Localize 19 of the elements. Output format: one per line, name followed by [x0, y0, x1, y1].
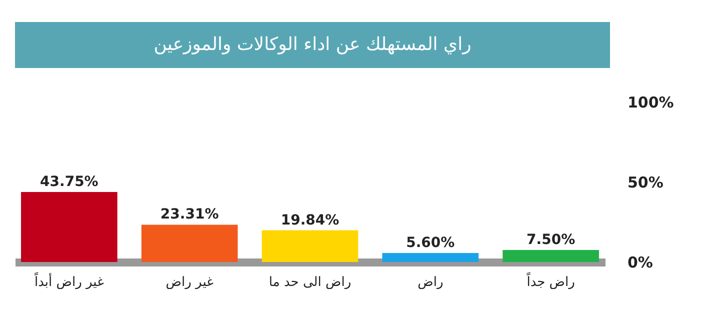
data-label: 43.75%: [40, 174, 98, 190]
chart-title: راي المستهلك عن اداء الوكالات والموزعين: [15, 22, 610, 68]
bar: [502, 250, 599, 262]
bar: [262, 230, 358, 262]
bar: [141, 224, 238, 262]
x-tick-label: غير راض أبداً: [34, 272, 104, 290]
x-tick-label: غير راض: [166, 275, 214, 290]
y-tick-label: 50%: [628, 174, 664, 192]
y-tick-label: 0%: [628, 254, 653, 272]
data-label: 23.31%: [160, 206, 219, 223]
y-tick-label: 100%: [628, 94, 674, 112]
data-label: 19.84%: [280, 212, 340, 228]
bar: [382, 253, 479, 262]
x-tick-label: راض: [418, 275, 444, 290]
data-label: 7.50%: [526, 232, 576, 248]
data-label: 5.60%: [406, 235, 455, 252]
x-tick-label: راض الى حد ما: [268, 275, 352, 290]
x-tick-label: راض جداً: [526, 272, 575, 290]
bar: [21, 192, 118, 262]
